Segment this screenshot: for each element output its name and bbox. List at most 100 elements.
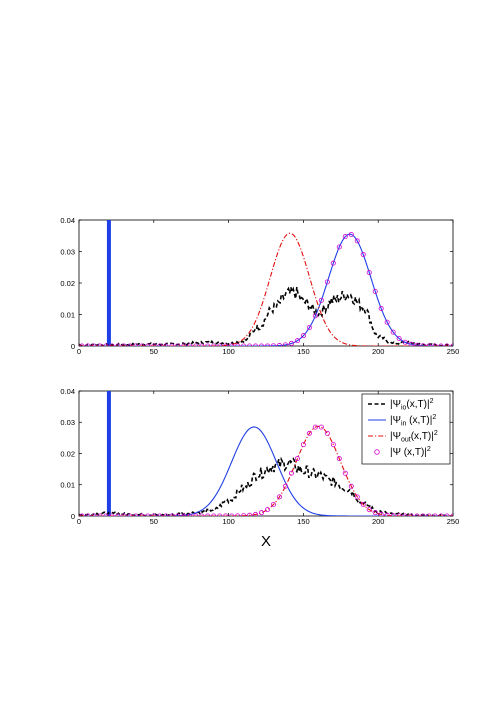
series-total-point [372, 510, 378, 516]
series-total-point [282, 342, 288, 346]
series-total-point [91, 513, 97, 516]
series-total-point [211, 343, 217, 346]
series-total-point [121, 513, 127, 516]
series-total-point [127, 343, 133, 346]
series-out-line [79, 232, 453, 346]
x-tick-label: 100 [222, 517, 235, 526]
series-total-point [318, 297, 324, 303]
y-tick-label: 0.04 [60, 216, 75, 225]
y-tick-label: 0.04 [60, 387, 75, 396]
series-total-point [306, 325, 312, 331]
series-total-point [121, 343, 127, 346]
series-total-point [390, 513, 396, 516]
series-total-point [103, 343, 109, 346]
series-total-point [336, 456, 342, 462]
series-total-point [426, 513, 432, 516]
series-total-point [229, 343, 235, 346]
series-total-point [378, 511, 384, 516]
series-total-point [378, 306, 384, 312]
series-total-point [223, 343, 229, 346]
legend-label: |Ψin (x,T)|2 [390, 414, 436, 428]
series-total-point [420, 343, 426, 346]
series-in-line [79, 233, 453, 346]
x-tick-label: 50 [150, 347, 158, 356]
legend-label: |Ψio(x,T)|2 [390, 398, 434, 412]
series-total-point [360, 502, 366, 508]
y-tick-label: 0.02 [60, 279, 75, 288]
series-total-point [438, 513, 444, 516]
barrier-bar [106, 220, 111, 346]
series-total-point [85, 513, 91, 516]
series-total-point [384, 319, 390, 325]
series-total-point [247, 343, 253, 346]
series-total-point [366, 269, 372, 275]
barrier-bar [106, 391, 111, 516]
series-total-point [133, 343, 139, 346]
series-total-point [223, 513, 229, 516]
series-total-point [181, 343, 187, 346]
series-total-point [187, 343, 193, 346]
y-tick-label: 0.01 [60, 481, 75, 490]
series-total-point [288, 340, 294, 346]
series-total-point [384, 512, 390, 516]
series-total-point [163, 513, 169, 516]
series-total-point [79, 343, 85, 346]
series-total-point [330, 442, 336, 448]
y-tick-label: 0 [71, 512, 75, 521]
series-total-point [348, 231, 354, 237]
series-total-point [253, 511, 259, 516]
series-total-point [199, 343, 205, 346]
series-total-point [151, 513, 157, 516]
series-total-point [115, 343, 121, 346]
legend: |Ψio(x,T)|2 |Ψin (x,T)|2 |Ψout(x,T)|2 |Ψ (x… [361, 393, 451, 465]
series-total-point [270, 502, 276, 508]
series-total-point [408, 513, 414, 516]
series-total-point [420, 513, 426, 516]
series-io-line [79, 286, 453, 346]
series-total-point [270, 343, 276, 346]
series-total-point [157, 343, 163, 346]
series-total-point [294, 456, 300, 462]
series-in-line [79, 426, 453, 516]
y-tick-label: 0.01 [60, 310, 75, 319]
x-tick-label: 0 [77, 347, 81, 356]
series-total-point [109, 513, 115, 516]
series-total-point [354, 494, 360, 500]
series-total-point [163, 343, 169, 346]
series-total-point [193, 513, 199, 516]
plot-area [79, 391, 453, 516]
series-total-point [402, 513, 408, 516]
series-total-point [336, 244, 342, 250]
series-total-point [175, 343, 181, 346]
series-total-point [241, 513, 247, 516]
series-total-point [276, 343, 282, 346]
series-total-point [205, 343, 211, 346]
series-total-point [312, 313, 318, 319]
series-total-point [294, 338, 300, 344]
series-total-point [127, 513, 133, 516]
series-total-point [396, 335, 402, 341]
series-total-point [247, 512, 253, 516]
series-total-point [211, 513, 217, 516]
series-total-point [348, 483, 354, 489]
x-tick-label: 50 [150, 517, 158, 526]
series-total-point [253, 343, 259, 346]
series-total-point [235, 343, 241, 346]
series-total-point [408, 341, 414, 346]
legend-label: |Ψ (x,T)|2 [390, 446, 431, 458]
series-total-point [97, 513, 103, 516]
series-total-point [324, 279, 330, 285]
series-total-point [390, 329, 396, 335]
series-total-point [450, 513, 453, 516]
series-total-point [259, 510, 265, 516]
series-total-point [115, 513, 121, 516]
series-total-point [444, 343, 450, 346]
series-total-point [199, 513, 205, 516]
series-total-point [145, 513, 151, 516]
series-total-point [235, 513, 241, 516]
series-total-point [133, 513, 139, 516]
series-total-point [85, 343, 91, 346]
series-total-point [229, 513, 235, 516]
series-total-point [217, 513, 223, 516]
